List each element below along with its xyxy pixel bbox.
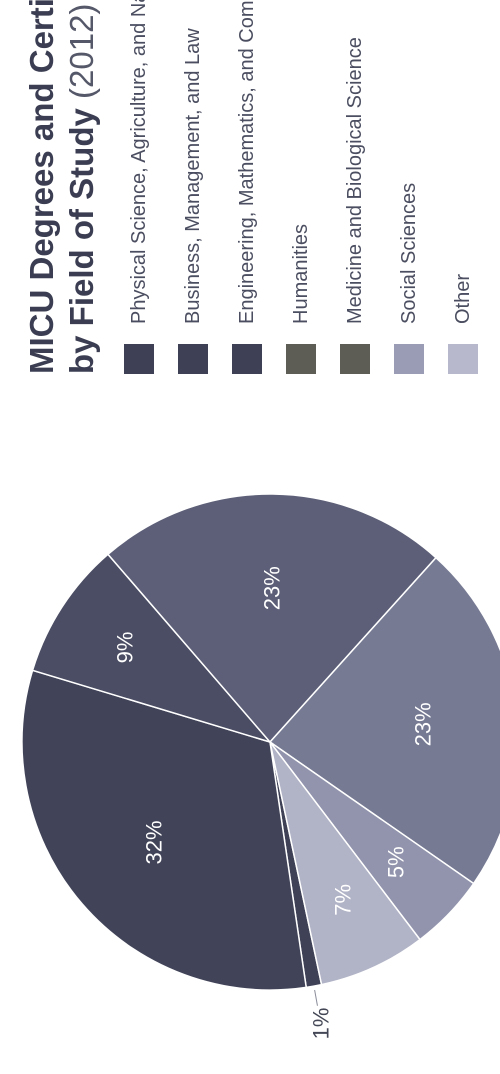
pie-chart: 1% 32% 9% 23% 23% 5% 7%	[21, 493, 500, 1040]
pie-slice-3	[106, 493, 438, 744]
title-line-1: MICU Degrees and Certificates	[23, 0, 60, 374]
legend-label-0: Physical Science, Agriculture, and Natur…	[127, 0, 150, 324]
legend-label-1: Business, Management, and Law	[181, 28, 204, 324]
legend-item-0: Physical Science, Agriculture, and Natur…	[120, 0, 158, 374]
title-bold-part: by Field of Study	[63, 108, 100, 374]
slice-label-4: 23%	[411, 702, 436, 746]
legend-label-5: Social Sciences	[397, 182, 420, 324]
legend-swatch-5	[394, 344, 424, 374]
legend-item-6: Other	[444, 2, 482, 374]
slice-callout-line-0	[314, 989, 318, 1006]
title-year: (2012)	[63, 3, 100, 99]
slice-label-3: 23%	[260, 566, 285, 610]
legend-swatch-2	[232, 344, 262, 374]
legend-swatch-0	[124, 344, 154, 374]
legend-label-4: Medicine and Biological Science	[343, 37, 366, 324]
slice-label-5: 5%	[383, 846, 408, 878]
slice-label-2: 9%	[112, 632, 137, 664]
legend-swatch-1	[178, 344, 208, 374]
legend-swatch-4	[340, 344, 370, 374]
legend-label-6: Other	[451, 273, 474, 324]
pie-slice-2	[31, 553, 273, 744]
legend-item-3: Humanities	[282, 2, 320, 374]
slice-label-1: 32%	[142, 820, 167, 864]
legend-swatch-3	[286, 344, 316, 374]
title-line-2: by Field of Study (2012)	[62, 4, 102, 374]
legend: Physical Science, Agriculture, and Natur…	[120, 0, 498, 374]
legend-label-3: Humanities	[289, 223, 312, 324]
pie-slice-4	[268, 556, 500, 885]
pie-slice-6	[269, 741, 421, 986]
legend-item-1: Business, Management, and Law	[174, 2, 212, 374]
pie-slice-1	[21, 669, 308, 991]
legend-item-2: Engineering, Mathematics, and Computer S…	[228, 0, 266, 374]
slice-label-0: 1%	[309, 1008, 334, 1040]
legend-label-2: Engineering, Mathematics, and Computer S…	[235, 0, 258, 324]
legend-item-4: Medicine and Biological Science	[336, 2, 374, 374]
chart-title: MICU Degrees and Certificates by Field o…	[22, 0, 102, 374]
legend-item-5: Social Sciences	[390, 2, 428, 374]
slice-label-6: 7%	[330, 884, 355, 916]
legend-swatch-6	[448, 344, 478, 374]
